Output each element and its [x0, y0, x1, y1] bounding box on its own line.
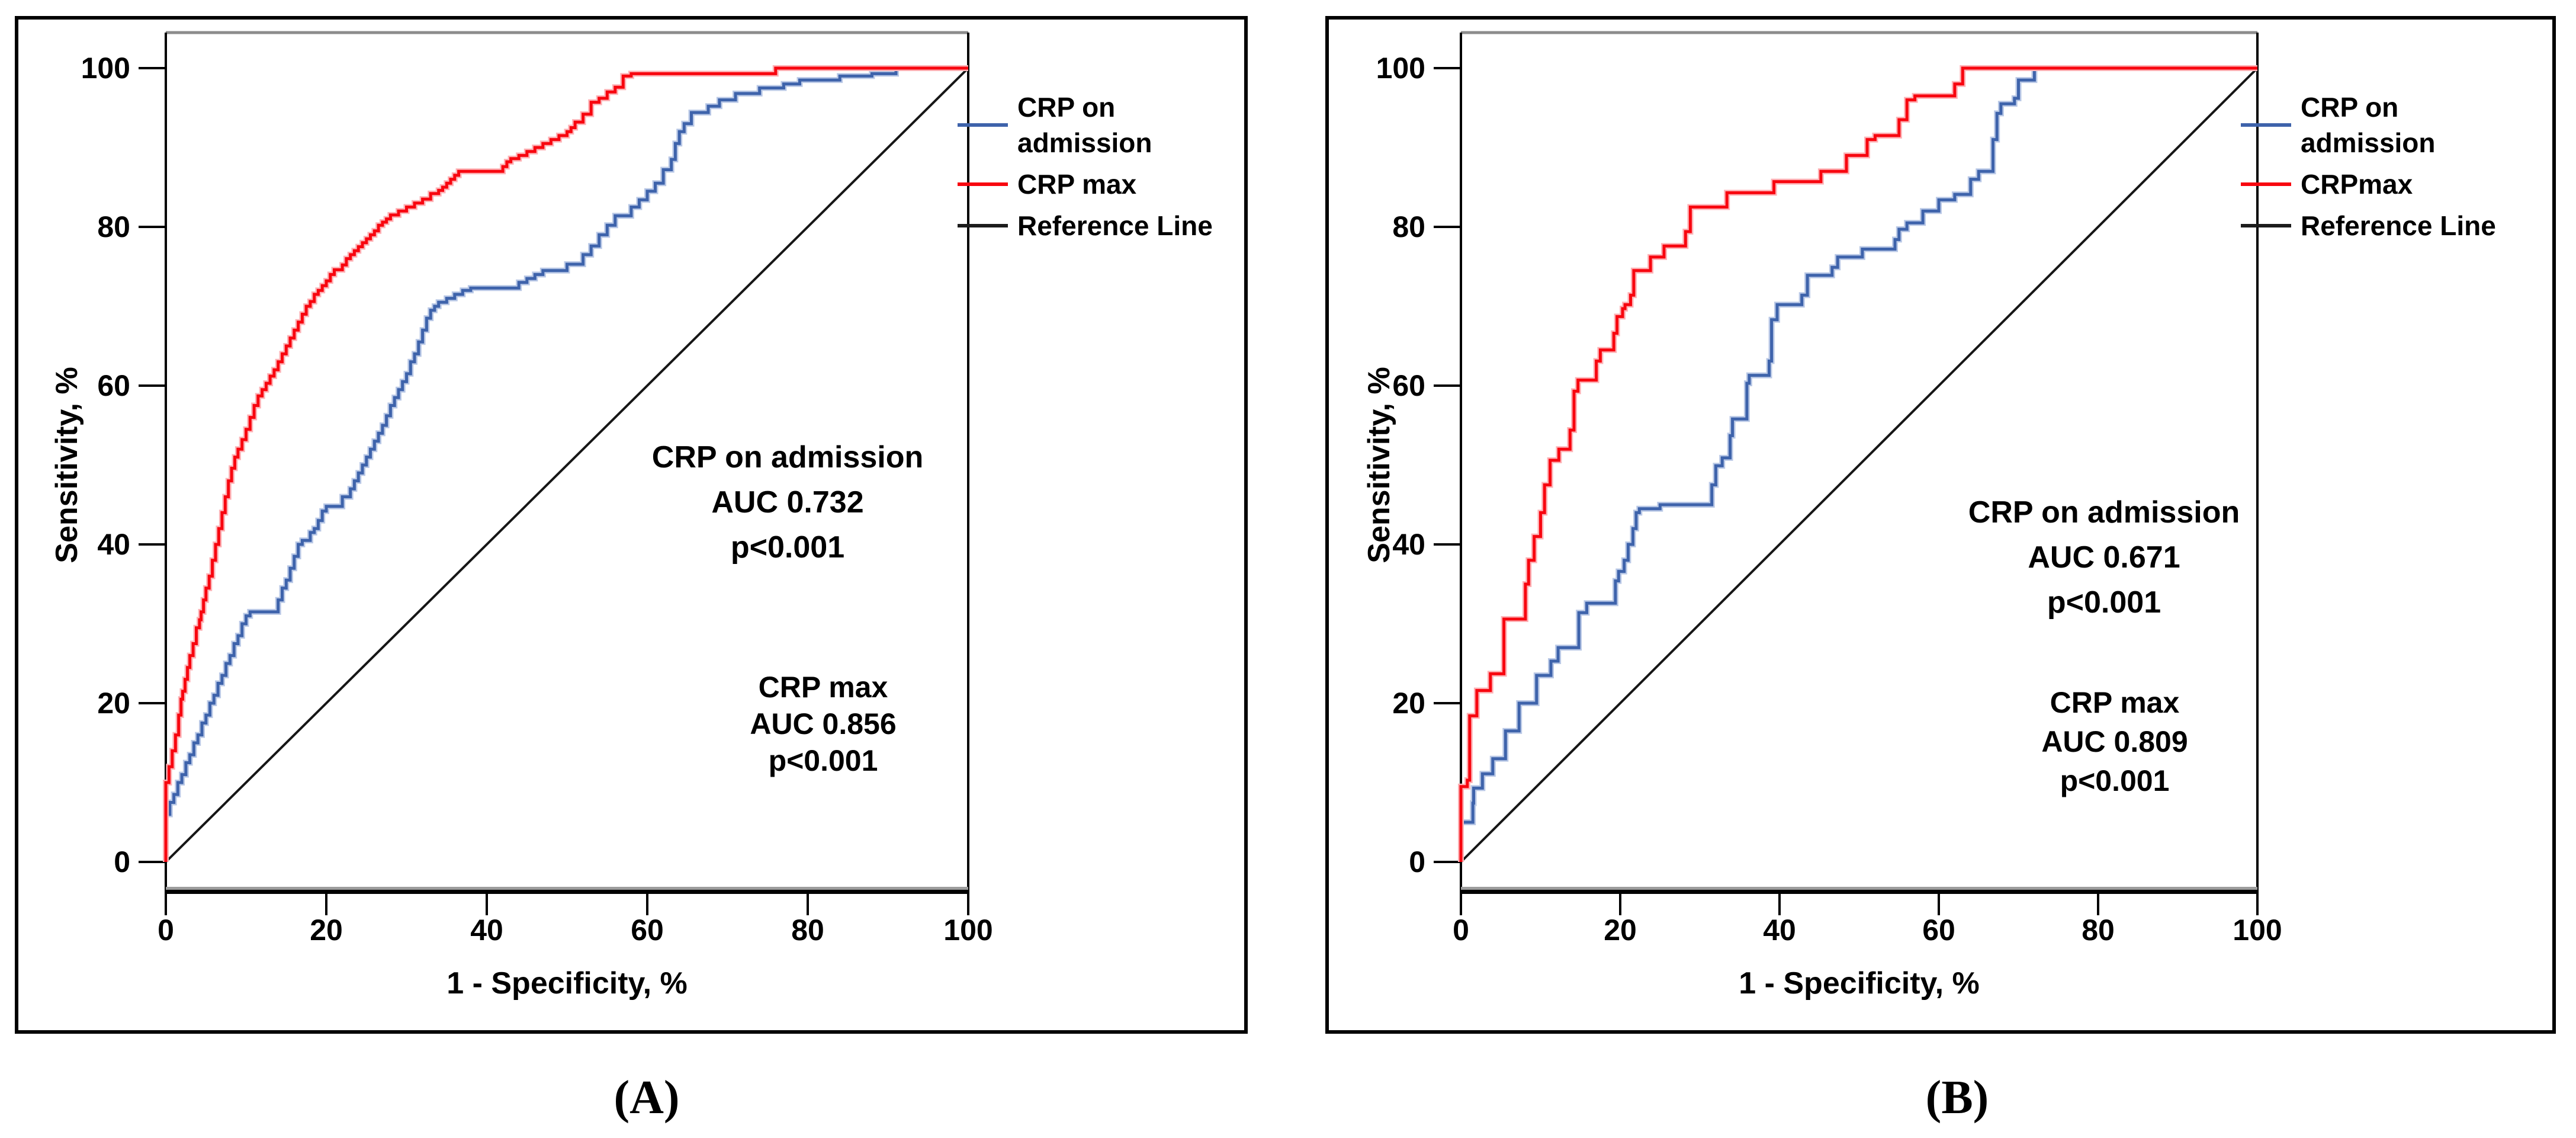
y-tick-label-80: 80 [1392, 210, 1425, 243]
x-tick-label-40: 40 [1763, 913, 1796, 947]
annotation-crp-on-admission: CRP on admission AUC 0.732 p<0.001 [515, 435, 1060, 570]
x-axis-title: 1 - Specificity, % [447, 966, 688, 1001]
x-tick-label-80: 80 [791, 913, 824, 947]
legend-label: Reference Line [1017, 210, 1213, 241]
legend-label: Reference Line [2301, 210, 2496, 241]
x-tick-label-20: 20 [1604, 913, 1637, 947]
y-tick-label-100: 100 [1376, 52, 1425, 85]
legend: CRP on admission CRPmax Reference Line [2241, 89, 2525, 243]
legend-line-swatch-crp-on-admission [2241, 123, 2291, 127]
x-tick-label-40: 40 [470, 913, 503, 947]
x-tick-label-100: 100 [2233, 913, 2282, 947]
x-tick-label-0: 0 [1453, 913, 1469, 947]
legend-item-crp-on-admission: CRP on admission [2241, 89, 2525, 161]
legend-line-swatch-reference-line [958, 224, 1008, 227]
legend-line-swatch-reference-line [2241, 224, 2291, 227]
y-tick-label-60: 60 [97, 369, 130, 402]
annotation-crp-on-admission: CRP on admission AUC 0.671 p<0.001 [1832, 490, 2376, 625]
x-axis-shadow [166, 887, 968, 890]
roc-curve-crp-on-admission [164, 66, 968, 862]
x-axis-line [1460, 890, 2259, 894]
annotation-line: CRP on admission [651, 440, 924, 475]
y-tick-label-60: 60 [1392, 369, 1425, 402]
y-axis-title: Sensitivity, % [1362, 367, 1396, 563]
roc-curve-crp-max [164, 66, 968, 862]
y-tick-label-40: 40 [1392, 528, 1425, 561]
annotation-line: p<0.001 [730, 530, 845, 565]
roc-curve-crpmax [1459, 66, 2257, 862]
legend-item-reference-line: Reference Line [958, 208, 1236, 243]
annotation-line: CRP max [2050, 686, 2180, 719]
roc-curve-reference-line [1460, 67, 2259, 863]
roc-panel-b: Sensitivity, % 1 - Specificity, % CRP on… [1325, 16, 2556, 1034]
legend-line-swatch-crp-max [958, 182, 1008, 186]
annotation-line: AUC 0.671 [2028, 540, 2180, 575]
legend-line-swatch-crp-on-admission [958, 123, 1008, 127]
y-tick-label-0: 0 [114, 845, 130, 879]
y-tick-label-0: 0 [1409, 845, 1425, 879]
annotation-crp-max: CRP max AUC 0.856 p<0.001 [551, 669, 1096, 779]
x-axis-line [165, 890, 969, 894]
roc-panel-a: Sensitivity, % 1 - Specificity, % CRP on… [15, 16, 1248, 1034]
y-tick-label-20: 20 [1392, 687, 1425, 720]
y-tick-label-40: 40 [97, 528, 130, 561]
annotation-line: p<0.001 [768, 744, 878, 777]
x-tick-label-80: 80 [2082, 913, 2115, 947]
legend-line-swatch-crpmax [2241, 182, 2291, 186]
y-tick-label-20: 20 [97, 687, 130, 720]
legend-item-crpmax: CRPmax [2241, 166, 2525, 202]
annotation-line: p<0.001 [2047, 585, 2161, 620]
roc-curve-reference-line [165, 67, 969, 863]
panel-caption-b: (B) [1925, 1072, 1989, 1124]
annotation-crp-max: CRP max AUC 0.809 p<0.001 [1842, 683, 2387, 800]
x-axis-title: 1 - Specificity, % [1739, 966, 1980, 1001]
roc-plot-b [1434, 31, 2259, 915]
legend-label: CRP on admission [1017, 92, 1152, 158]
legend-item-crp-max: CRP max [958, 166, 1236, 202]
x-axis-shadow [1461, 887, 2257, 890]
legend-label: CRP max [1017, 169, 1137, 200]
panel-caption-a: (A) [614, 1072, 680, 1124]
annotation-line: CRP on admission [1968, 495, 2240, 530]
x-tick-label-60: 60 [631, 913, 664, 947]
legend-label: CRPmax [2301, 169, 2413, 200]
legend-item-reference-line: Reference Line [2241, 208, 2525, 243]
y-tick-label-80: 80 [97, 210, 130, 243]
x-tick-label-0: 0 [158, 913, 174, 947]
legend-label: CRP on admission [2301, 92, 2436, 158]
x-tick-label-60: 60 [1922, 913, 1955, 947]
legend: CRP on admission CRP max Reference Line [958, 89, 1236, 243]
roc-plot-a [139, 31, 969, 915]
annotation-line: AUC 0.809 [2041, 725, 2188, 758]
legend-item-crp-on-admission: CRP on admission [958, 89, 1236, 161]
y-tick-label-100: 100 [81, 52, 130, 85]
x-tick-label-100: 100 [943, 913, 993, 947]
roc-curve-crp-on-admission [1459, 66, 2257, 862]
x-tick-label-20: 20 [310, 913, 343, 947]
annotation-line: AUC 0.732 [711, 485, 864, 520]
annotation-line: CRP max [758, 671, 888, 704]
annotation-line: p<0.001 [2060, 764, 2170, 797]
annotation-line: AUC 0.856 [750, 707, 897, 740]
y-axis-title: Sensitivity, % [50, 367, 84, 563]
